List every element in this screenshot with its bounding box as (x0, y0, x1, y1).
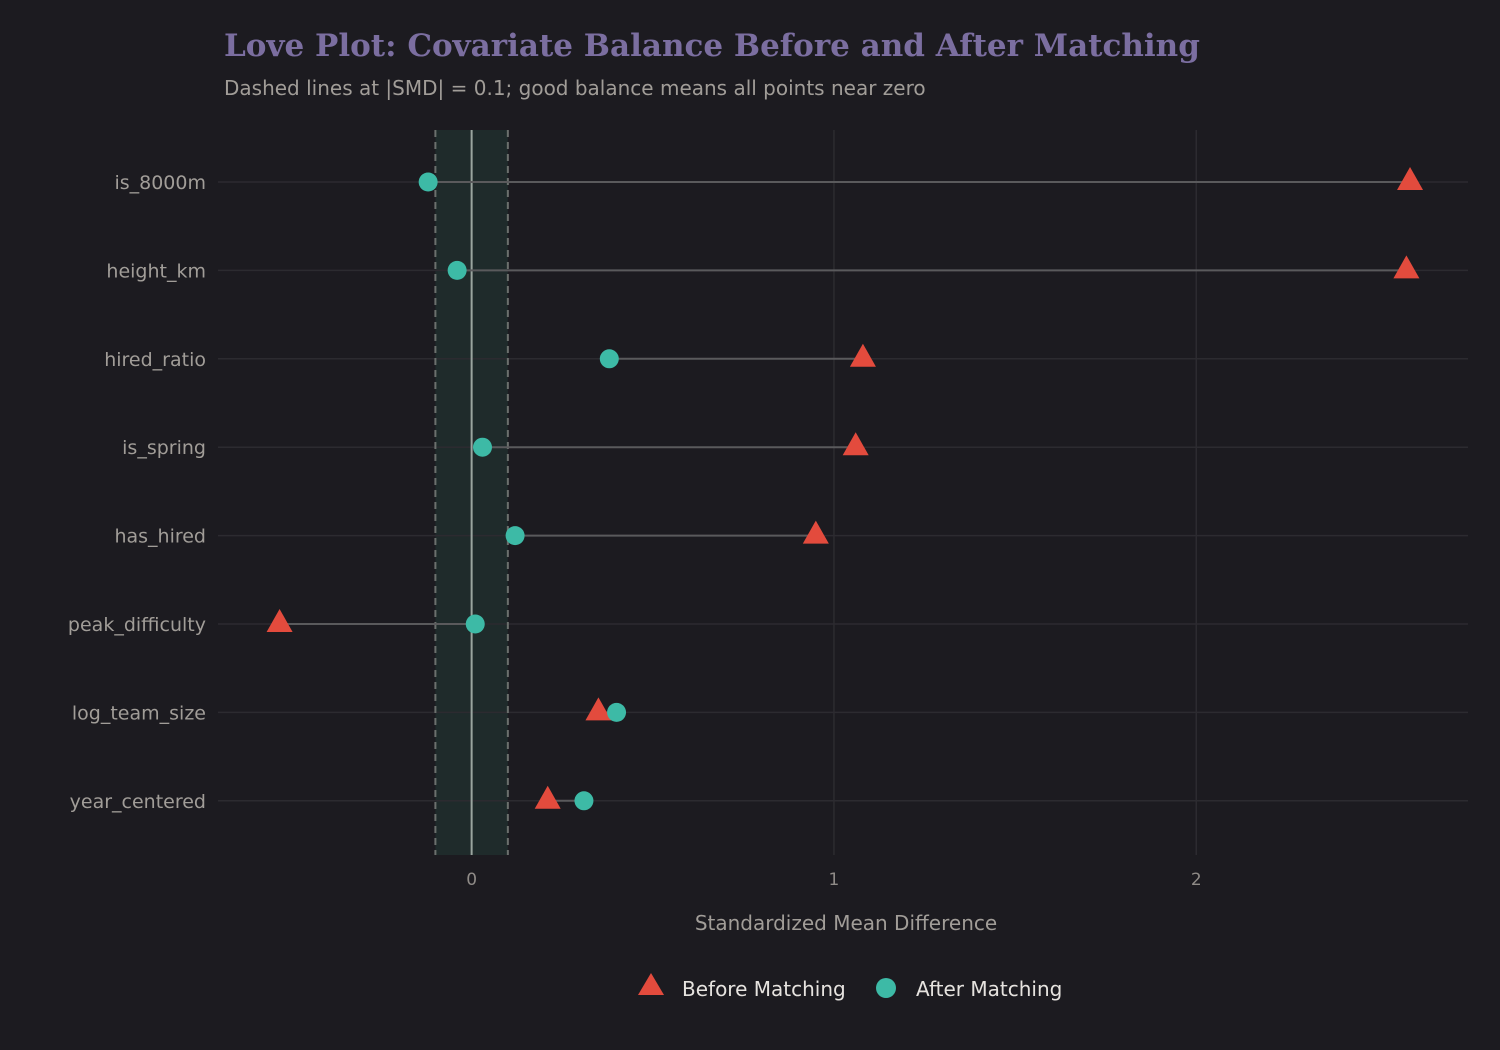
after-point (574, 791, 594, 811)
after-point (472, 437, 492, 457)
x-tick-label: 0 (466, 870, 477, 890)
after-point (607, 702, 627, 722)
legend-after-label: After Matching (916, 977, 1062, 1001)
x-tick-label: 1 (829, 870, 840, 890)
x-tick-label: 2 (1191, 870, 1202, 890)
before-point (842, 432, 869, 456)
y-tick-label: log_team_size (72, 702, 206, 724)
y-tick-label: has_hired (114, 526, 206, 548)
y-tick-label: year_centered (70, 791, 206, 813)
before-point (849, 343, 876, 367)
legend-before-triangle-icon (638, 973, 664, 995)
y-tick-label: peak_difficulty (68, 614, 206, 636)
before-point (1397, 167, 1424, 190)
after-point (599, 349, 619, 369)
after-point (465, 614, 485, 634)
before-point (802, 520, 829, 544)
chart-title: Love Plot: Covariate Balance Before and … (224, 28, 1200, 64)
before-point (266, 609, 293, 632)
after-point (418, 172, 438, 192)
legend-before-label: Before Matching (682, 977, 846, 1001)
y-tick-label: is_8000m (114, 172, 206, 194)
legend: Before Matching After Matching (638, 973, 1062, 1001)
chart-subtitle: Dashed lines at |SMD| = 0.1; good balanc… (224, 76, 926, 100)
legend-after-circle-icon (876, 978, 896, 998)
y-tick-label: hired_ratio (104, 349, 206, 371)
before-point (585, 697, 612, 721)
y-tick-label: is_spring (122, 437, 206, 459)
before-point (534, 785, 561, 809)
before-point (1393, 255, 1420, 279)
y-tick-label: height_km (106, 260, 206, 282)
after-point (505, 526, 525, 546)
after-point (447, 260, 467, 280)
x-axis-label: Standardized Mean Difference (695, 911, 997, 935)
